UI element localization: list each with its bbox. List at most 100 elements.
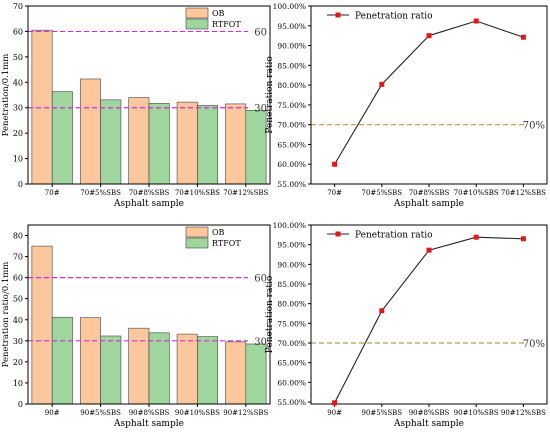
y-tick-label: 30 xyxy=(13,104,23,113)
y-tick-label: 30 xyxy=(13,337,23,346)
y-tick-label: 55.00% xyxy=(277,398,306,407)
y-tick-label: 60 xyxy=(13,274,23,283)
reference-label-60: 60 xyxy=(254,27,267,38)
legend-swatch-ob xyxy=(185,7,209,19)
legend-swatch-rtfot xyxy=(185,237,209,249)
y-tick-label: 85.00% xyxy=(277,280,306,289)
y-tick-label: 70.00% xyxy=(277,121,306,130)
x-tick-label: 70# xyxy=(45,189,60,197)
bar-ob-0 xyxy=(31,29,53,185)
bar-ob-0 xyxy=(31,245,53,405)
reference-label-70: 70% xyxy=(523,339,545,350)
panel-ratio-90: 70% 55.00% 60.00% 65.00% 70.00% 75.00% 80.00% 8… xyxy=(265,221,548,429)
y-tick-label: 90.00% xyxy=(277,260,306,269)
data-point-2 xyxy=(426,247,432,253)
legend-label-penetration-ratio: Penetration ratio xyxy=(355,12,433,22)
bar-ob-3 xyxy=(176,101,198,185)
x-tick-label: 90#8%SBS xyxy=(129,409,170,417)
data-point-0 xyxy=(332,400,338,406)
y-tick-label: 55.00% xyxy=(277,180,306,189)
bar-rtfot-1 xyxy=(100,335,122,405)
y-axis-title: Penetration ratio xyxy=(265,276,275,354)
y-tick-label: 85.00% xyxy=(277,61,306,70)
y-tick-label: 70 xyxy=(13,2,23,11)
x-tick-label: 70#5%SBS xyxy=(80,189,121,197)
bar-ob-4 xyxy=(225,341,247,405)
legend-marker xyxy=(335,231,341,237)
x-tick-label: 70#10%SBS xyxy=(175,189,220,197)
y-tick-label: 90.00% xyxy=(277,42,306,51)
x-tick-label: 70#12%SBS xyxy=(501,189,546,197)
data-point-1 xyxy=(379,81,385,87)
x-tick-label: 90#10%SBS xyxy=(454,409,499,417)
y-axis-title: Penetration/0.1mm xyxy=(1,54,11,137)
x-tick-label: 90#12%SBS xyxy=(223,409,268,417)
data-point-3 xyxy=(473,18,479,24)
bar-rtfot-4 xyxy=(245,109,267,185)
x-tick-label: 90#8%SBS xyxy=(409,409,450,417)
bar-rtfot-0 xyxy=(51,91,73,185)
bar-ob-4 xyxy=(225,103,247,185)
x-tick-label: 90#10%SBS xyxy=(175,409,220,417)
legend-label-rtfot: RTFOT xyxy=(212,239,241,248)
panel-ratio-70: 70% 55.00% 60.00% 65.00% 70.00% 75.00% 80.00% 8… xyxy=(265,2,548,209)
x-axis-title: Asphalt sample xyxy=(113,199,184,209)
y-tick-label: 60.00% xyxy=(277,160,306,169)
bar-ob-1 xyxy=(79,317,101,405)
y-tick-label: 65.00% xyxy=(277,359,306,368)
y-tick-label: 80.00% xyxy=(277,81,306,90)
y-tick-label: 70 xyxy=(13,253,23,262)
bar-ob-1 xyxy=(79,78,101,185)
y-tick-label: 80.00% xyxy=(277,300,306,309)
x-tick-label: 90#5%SBS xyxy=(361,409,402,417)
bar-rtfot-3 xyxy=(197,105,219,185)
y-tick-label: 95.00% xyxy=(277,22,306,31)
x-tick-label: 70# xyxy=(327,189,342,197)
bar-ob-2 xyxy=(128,327,150,405)
legend-label-ob: OB xyxy=(212,228,225,237)
y-tick-label: 50 xyxy=(13,53,23,62)
bar-ob-3 xyxy=(176,333,198,405)
x-tick-label: 90# xyxy=(45,409,60,417)
y-tick-label: 20 xyxy=(13,129,23,138)
reference-label-70: 70% xyxy=(523,121,545,132)
y-tick-label: 0 xyxy=(18,400,23,409)
bar-rtfot-4 xyxy=(245,343,267,405)
legend-label-penetration-ratio: Penetration ratio xyxy=(355,231,433,241)
y-tick-label: 60.00% xyxy=(277,378,306,387)
y-tick-label: 65.00% xyxy=(277,140,306,149)
x-tick-label: 90#12%SBS xyxy=(501,409,546,417)
x-tick-label: 70#8%SBS xyxy=(409,189,450,197)
x-tick-label: 70#8%SBS xyxy=(129,189,170,197)
reference-label-30: 30 xyxy=(254,104,267,115)
y-tick-label: 40 xyxy=(13,78,23,87)
bar-rtfot-3 xyxy=(197,336,219,405)
panel-bar-70: 60 30 0 10 20 30 40 50 60 70 70# 70#5%SBS 70#8%SBS 70… xyxy=(1,2,271,209)
x-tick-label: 70#10%SBS xyxy=(454,189,499,197)
legend-marker xyxy=(335,12,341,18)
y-tick-label: 80 xyxy=(13,232,23,241)
y-tick-label: 75.00% xyxy=(277,101,306,110)
y-tick-label: 100.00% xyxy=(273,2,306,11)
x-axis-title: Asphalt sample xyxy=(393,419,464,429)
y-tick-label: 95.00% xyxy=(277,241,306,250)
x-axis-title: Asphalt sample xyxy=(113,419,184,429)
y-tick-label: 100.00% xyxy=(273,221,306,230)
x-tick-label: 70#12%SBS xyxy=(223,189,268,197)
y-tick-label: 50 xyxy=(13,295,23,304)
x-axis-title: Asphalt sample xyxy=(393,199,464,209)
bar-rtfot-1 xyxy=(100,99,122,185)
y-axis-title: Penetration ratio/0.1mm xyxy=(1,262,11,368)
legend-label-rtfot: RTFOT xyxy=(212,20,241,29)
bar-rtfot-2 xyxy=(148,332,170,405)
bar-rtfot-2 xyxy=(148,103,170,185)
panel-bar-90: 60 30 0 10 20 30 40 50 60 70 80 90# 90#5%SBS 90#8%SBS… xyxy=(1,224,271,429)
x-tick-label: 70#5%SBS xyxy=(361,189,402,197)
x-tick-label: 90# xyxy=(327,409,342,417)
data-point-0 xyxy=(332,161,338,167)
data-point-4 xyxy=(520,236,526,242)
y-tick-label: 75.00% xyxy=(277,319,306,328)
y-tick-label: 10 xyxy=(13,379,23,388)
data-point-2 xyxy=(426,33,432,39)
